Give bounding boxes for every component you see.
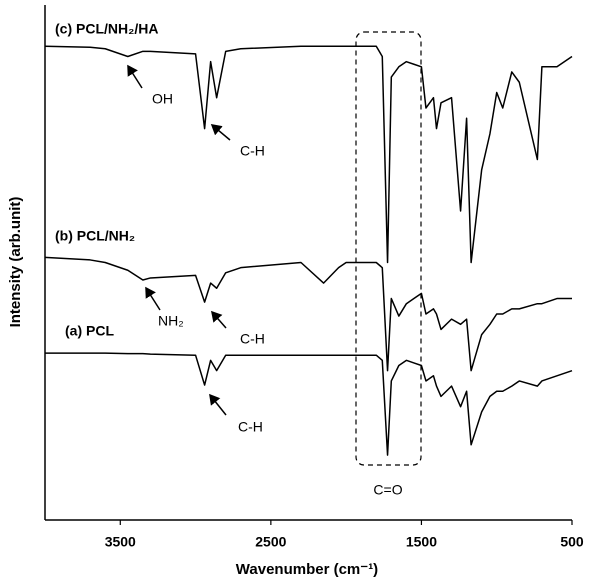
annotation-arrow — [211, 310, 227, 329]
x-tick-label: 1500 — [406, 534, 437, 550]
annotation: C-H — [238, 419, 263, 435]
series-label: (a) PCL — [65, 323, 114, 339]
annotation: C-H — [240, 331, 265, 347]
series-label: (c) PCL/NH₂/HA — [55, 21, 158, 37]
highlight-box — [355, 31, 422, 466]
y-axis-title: Intensity (arb.unit) — [7, 197, 24, 328]
spectrum-line — [44, 256, 572, 372]
x-axis-title: Wavenumber (cm⁻¹) — [236, 561, 378, 578]
annotation: C-H — [240, 143, 265, 159]
series-label: (b) PCL/NH₂ — [55, 228, 135, 244]
x-tick-label: 2500 — [255, 534, 286, 550]
spectrum-line — [45, 352, 573, 456]
annotation-arrow — [127, 64, 143, 89]
annotation-arrow — [210, 124, 231, 141]
spectrum-line — [44, 45, 573, 264]
annotation: C=O — [373, 482, 402, 498]
annotation: OH — [152, 91, 173, 107]
annotation-arrow — [145, 286, 161, 311]
annotation: NH₂ — [158, 313, 184, 329]
x-tick-label: 3500 — [105, 534, 136, 550]
annotation-arrow — [209, 393, 227, 416]
x-tick-label: 500 — [560, 534, 584, 550]
